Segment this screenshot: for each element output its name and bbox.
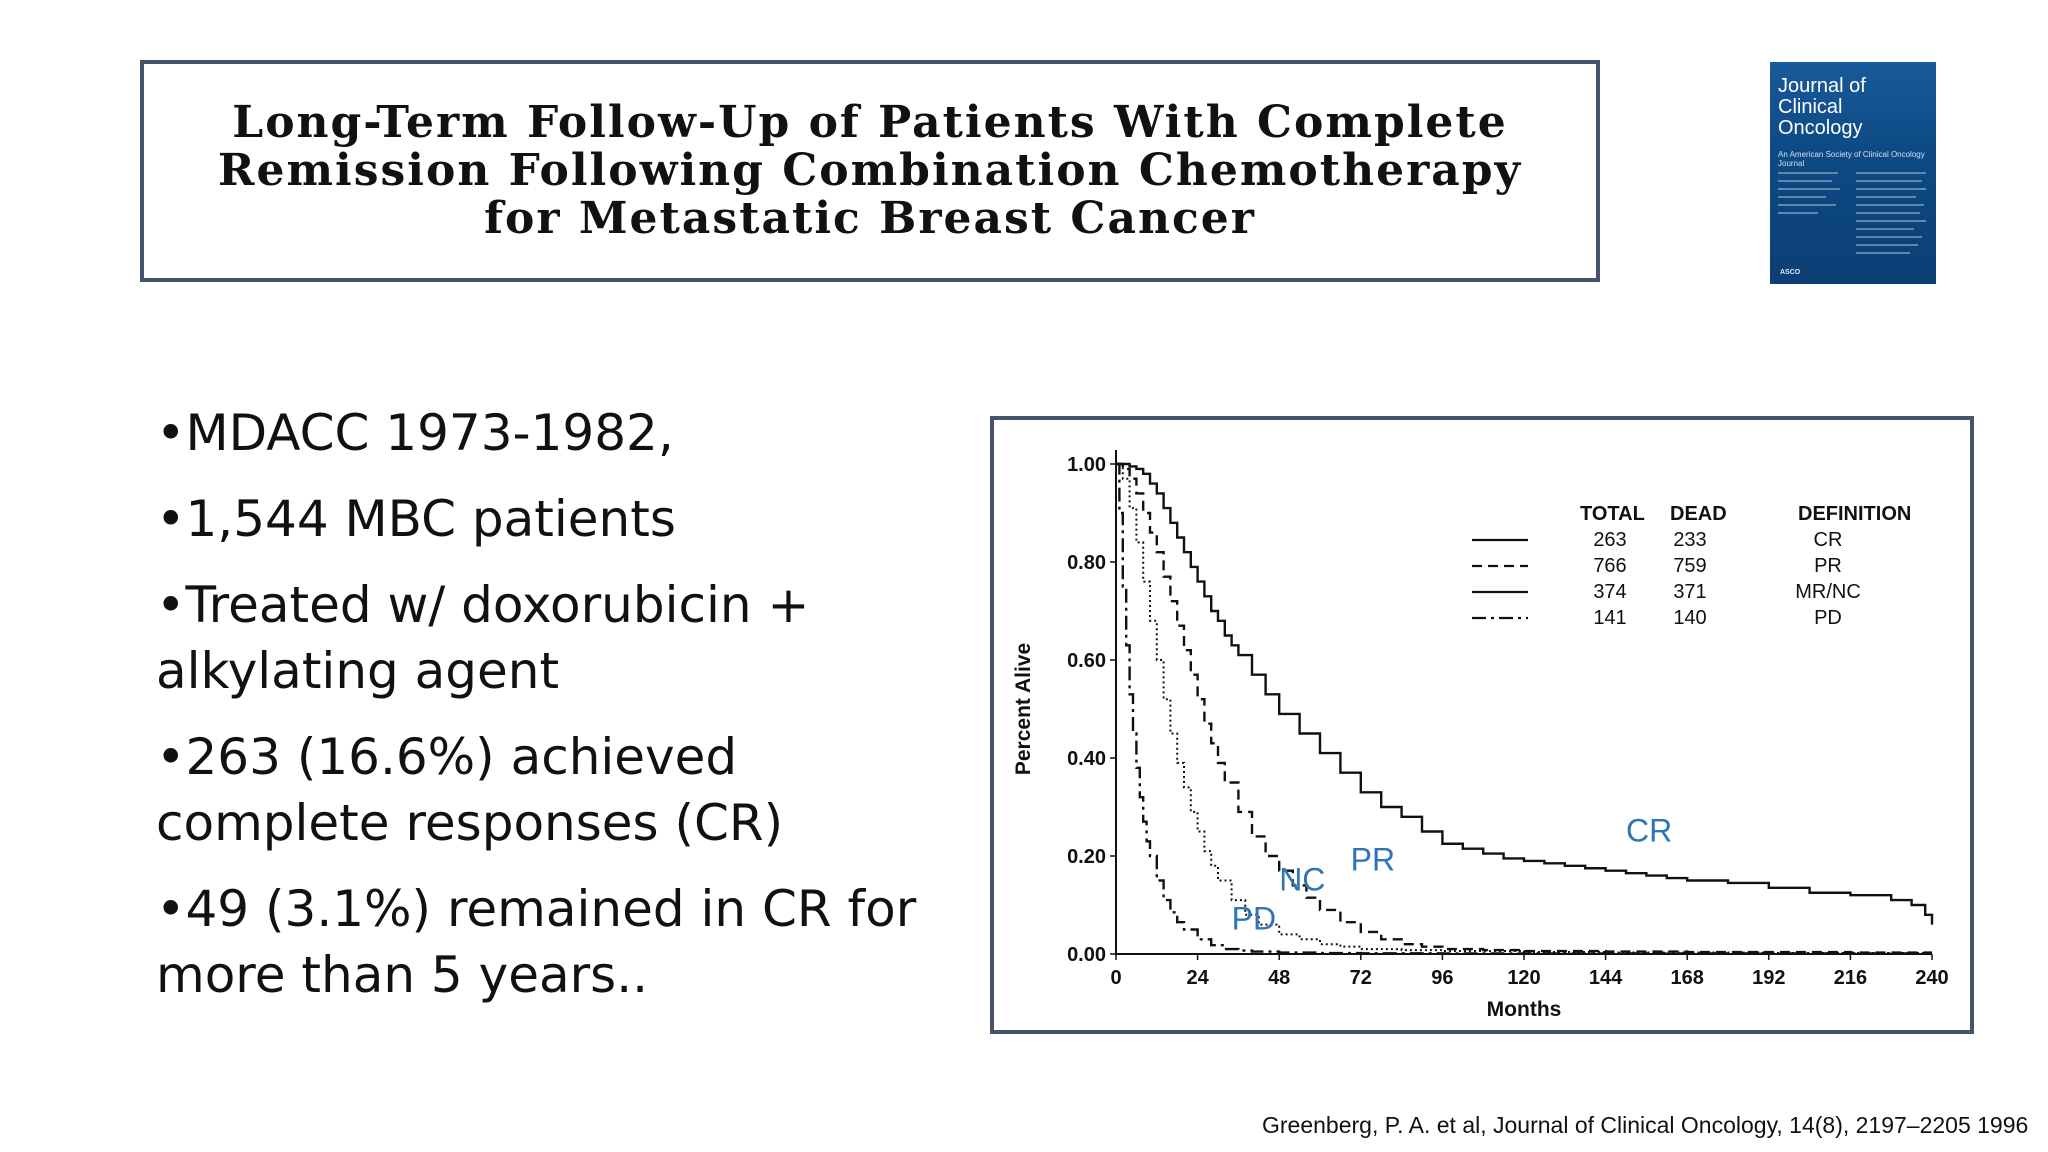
citation: Greenberg, P. A. et al, Journal of Clini… xyxy=(1262,1112,2029,1138)
bullet-item: •Treated w/ doxorubicin + alkylating age… xyxy=(156,576,810,700)
annotation-label: PR xyxy=(1351,842,1395,878)
y-tick-label: 1.00 xyxy=(1067,454,1106,476)
legend-total: 766 xyxy=(1593,555,1626,577)
legend-total: 374 xyxy=(1593,581,1626,603)
series-line-nc xyxy=(1116,463,1932,955)
slide-title: Long-Term Follow-Up of Patients With Com… xyxy=(217,97,1523,244)
x-tick-label: 48 xyxy=(1268,967,1290,989)
legend-definition: PD xyxy=(1814,607,1842,629)
legend-dead: 371 xyxy=(1673,581,1706,603)
x-axis-label: Months xyxy=(1487,998,1562,1021)
legend-header: DEFINITION xyxy=(1798,503,1911,525)
legend-header: DEAD xyxy=(1670,503,1727,525)
journal-cover-logo: ASCO xyxy=(1780,269,1801,276)
y-tick-label: 0.00 xyxy=(1067,944,1106,966)
x-tick-label: 240 xyxy=(1915,967,1948,989)
series-line-pr xyxy=(1116,462,1932,954)
x-tick-label: 120 xyxy=(1507,967,1540,989)
x-tick-label: 192 xyxy=(1752,967,1785,989)
bullet-item: •MDACC 1973-1982, xyxy=(156,404,674,462)
journal-cover-subtitle: An American Society of Clinical Oncology… xyxy=(1778,150,1925,168)
bullet-item: •49 (3.1%) remained in CR for more than … xyxy=(156,880,917,1004)
y-tick-label: 0.60 xyxy=(1067,650,1106,672)
bullet-item: •263 (16.6%) achieved complete responses… xyxy=(156,728,784,852)
journal-cover-image: Journal of Clinical Oncology An American… xyxy=(1770,62,1936,284)
legend-dead: 759 xyxy=(1673,555,1706,577)
y-tick-label: 0.40 xyxy=(1067,748,1106,770)
title-box: Long-Term Follow-Up of Patients With Com… xyxy=(140,60,1600,282)
legend-header: TOTAL xyxy=(1580,503,1645,525)
chart-series-layer xyxy=(1116,462,1934,955)
legend-definition: PR xyxy=(1814,555,1842,577)
bullet-item: •1,544 MBC patients xyxy=(156,490,676,548)
y-tick-label: 0.20 xyxy=(1067,846,1106,868)
legend-total: 263 xyxy=(1593,529,1626,551)
x-tick-label: 0 xyxy=(1110,967,1121,989)
series-line-pd xyxy=(1116,462,1932,955)
series-line-cr xyxy=(1116,462,1934,925)
legend-definition: CR xyxy=(1814,529,1843,551)
annotation-label: NC xyxy=(1279,861,1325,897)
x-tick-label: 216 xyxy=(1834,967,1867,989)
legend-total: 141 xyxy=(1593,607,1626,629)
legend-definition: MR/NC xyxy=(1795,581,1861,603)
x-tick-label: 96 xyxy=(1431,967,1453,989)
y-tick-label: 0.80 xyxy=(1067,552,1106,574)
y-axis-label: Percent Alive xyxy=(1012,643,1035,775)
annotation-label: PD xyxy=(1232,901,1276,937)
bullet-list: •MDACC 1973-1982, •1,544 MBC patients •T… xyxy=(156,400,956,1028)
x-tick-label: 24 xyxy=(1186,967,1209,989)
legend-dead: 233 xyxy=(1673,529,1706,551)
x-tick-label: 168 xyxy=(1671,967,1704,989)
annotation-label: CR xyxy=(1626,812,1672,848)
x-tick-label: 144 xyxy=(1589,967,1623,989)
chart-frame: 0 24 48 72 96 120 144 168 192 216 240 0.00 0.20 0.40 0… xyxy=(990,416,1974,1034)
legend-dead: 140 xyxy=(1673,607,1706,629)
chart-legend: TOTAL DEAD DEFINITION 263 233 CR 766 759 PR 374 37… xyxy=(1472,503,1911,629)
chart-axes: 0 24 48 72 96 120 144 168 192 216 240 0.00 0.20 0.40 0… xyxy=(1012,450,1949,1021)
journal-cover-name: Journal of Clinical Oncology xyxy=(1778,75,1866,139)
survival-chart: 0 24 48 72 96 120 144 168 192 216 240 0.00 0.20 0.40 0… xyxy=(1012,450,1949,1021)
x-tick-label: 72 xyxy=(1350,967,1372,989)
journal-cover-contents xyxy=(1778,172,1928,272)
